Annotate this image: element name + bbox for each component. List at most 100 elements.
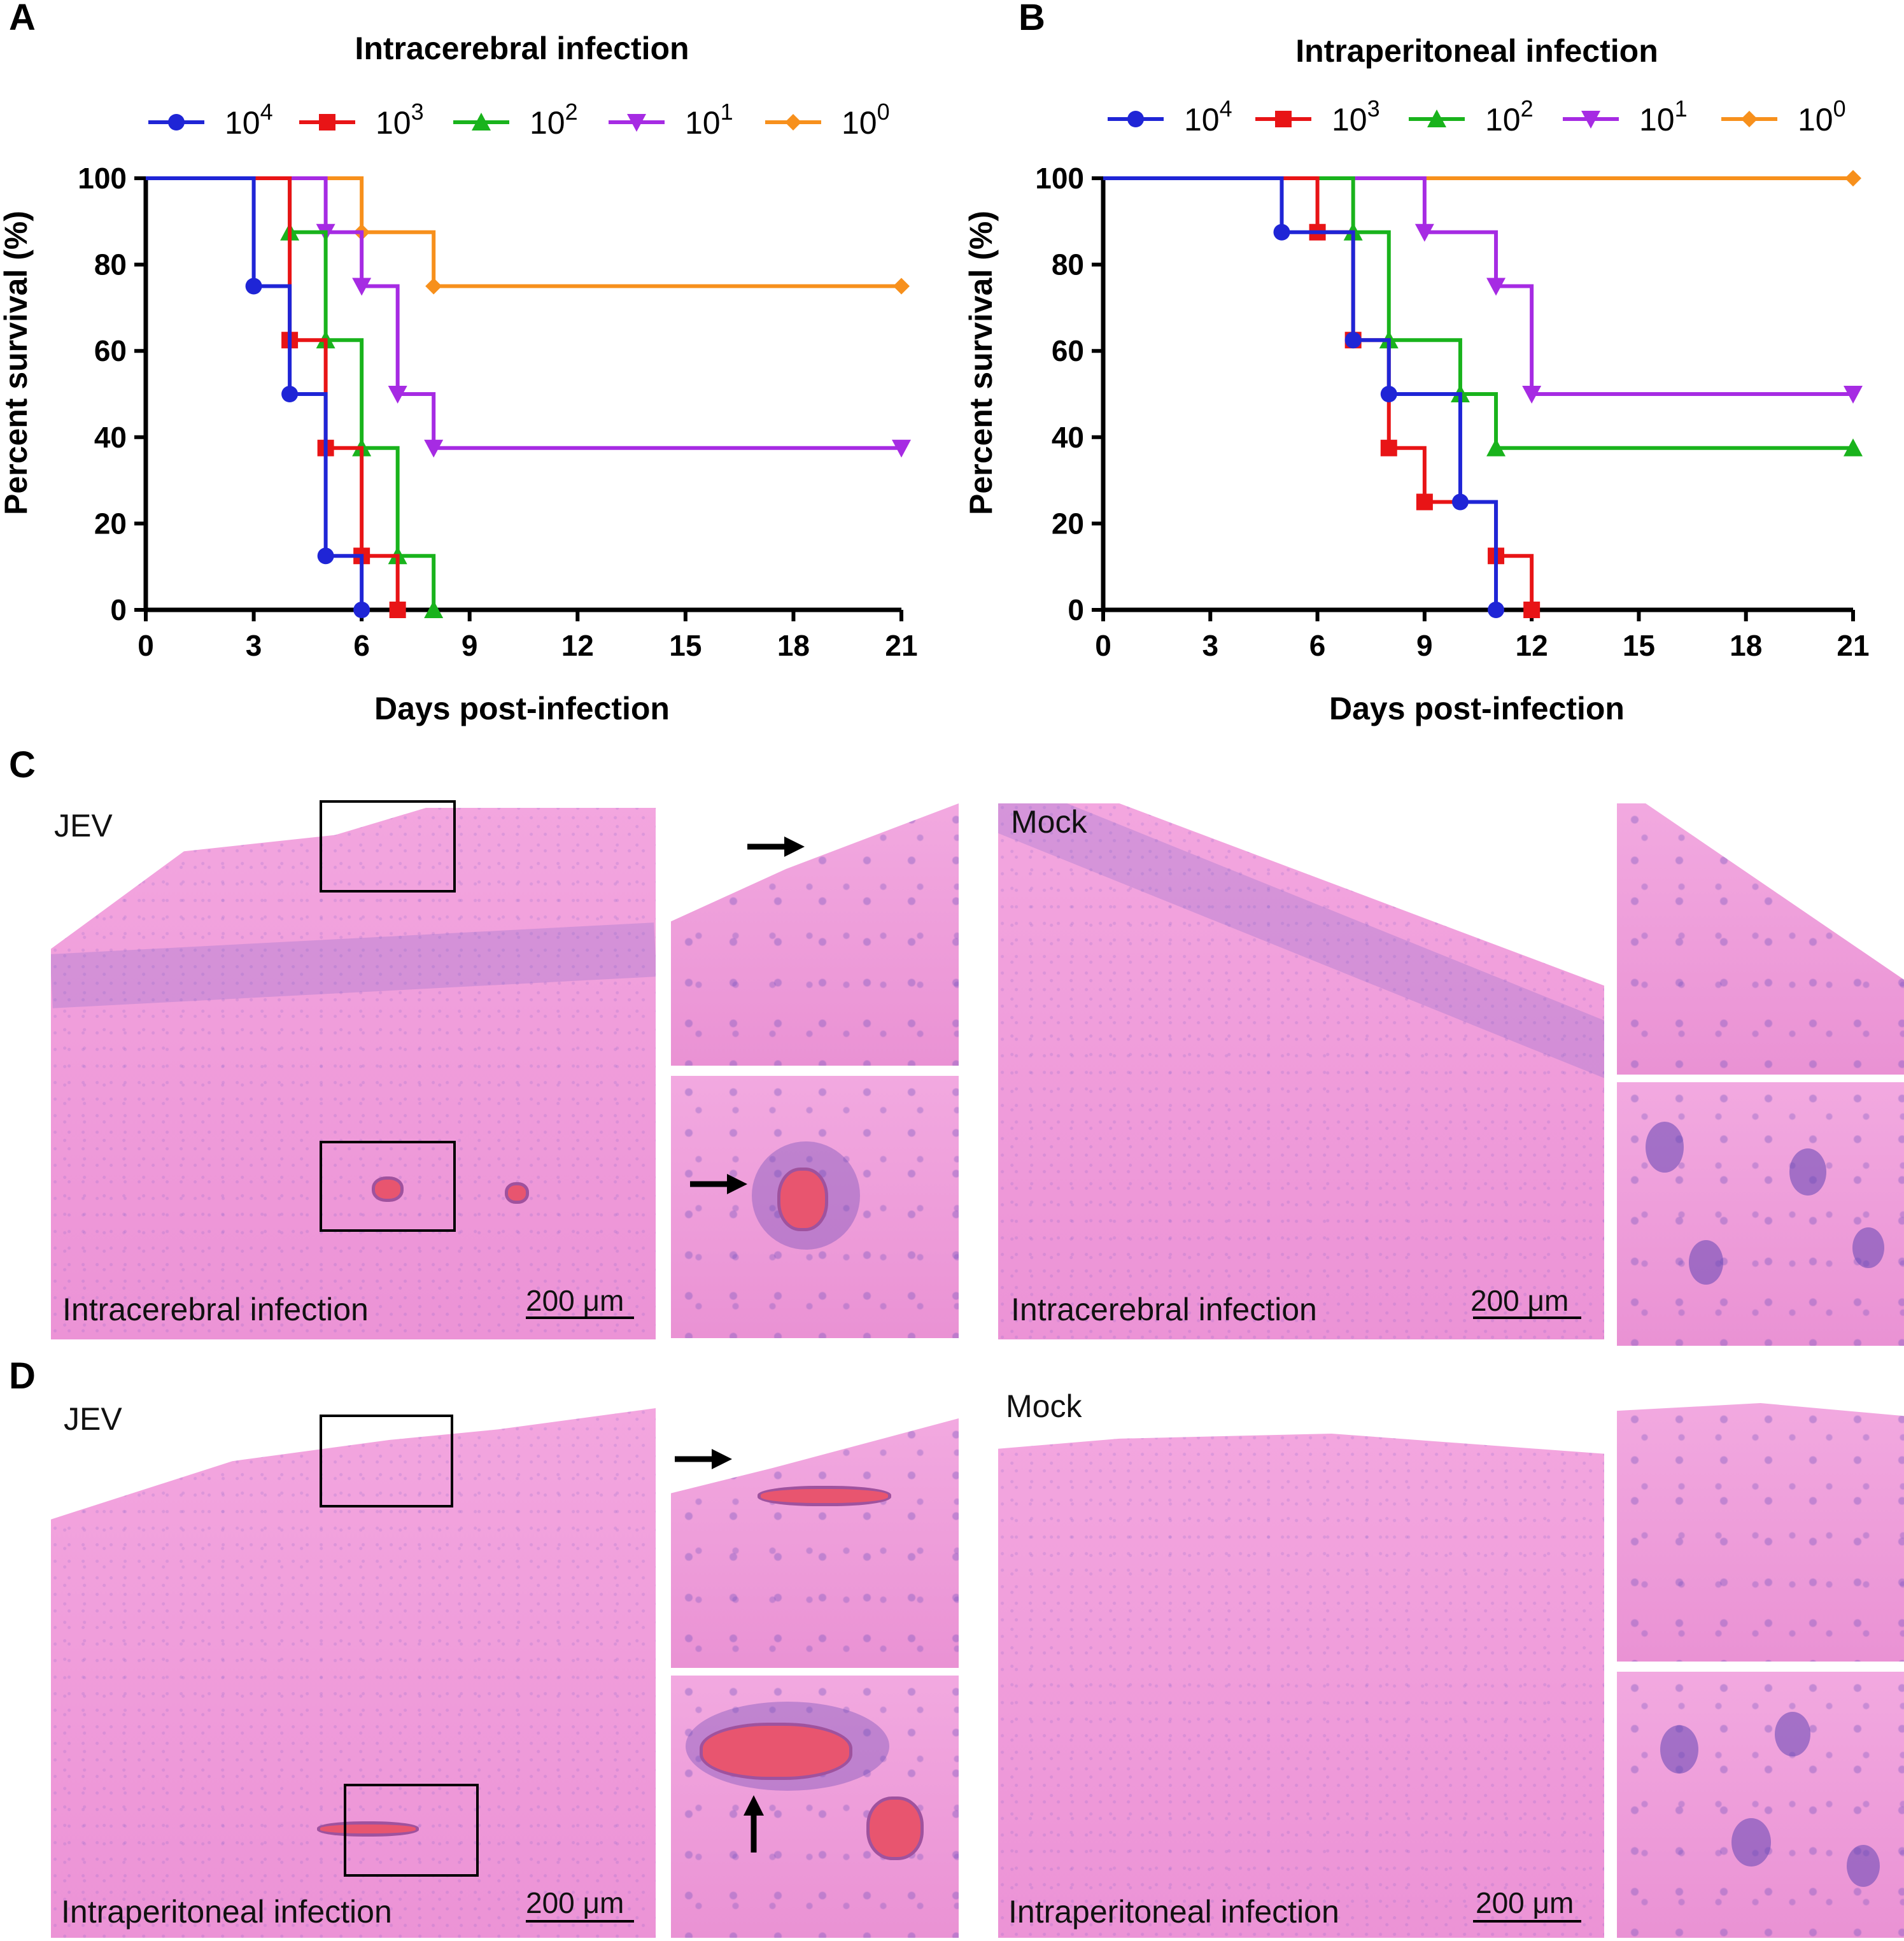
x-tick-label: 18 [1730, 629, 1762, 662]
chart-title: Intraperitoneal infection [1295, 33, 1658, 69]
data-point-3 [1380, 439, 1397, 456]
x-tick-label: 12 [1516, 629, 1548, 662]
legend-marker [1127, 111, 1144, 127]
data-point-1 [1844, 386, 1863, 404]
scale-bar [526, 1316, 634, 1319]
data-point-1 [388, 386, 407, 404]
series-line-2 [1103, 176, 1853, 450]
x-tick-label: 15 [1623, 629, 1655, 662]
legend-marker [472, 113, 491, 131]
x-tick-label: 9 [1416, 629, 1433, 662]
scale-bar [1473, 1316, 1581, 1319]
data-point-3 [1523, 602, 1541, 618]
data-point-4 [317, 547, 334, 565]
label-jev: JEV [54, 808, 113, 843]
panel-label-a: A [9, 0, 36, 38]
y-tick-label: 0 [110, 593, 127, 626]
scale-bar [526, 1920, 634, 1923]
legend-label: 101 [1639, 95, 1688, 138]
data-point-4 [1488, 602, 1505, 618]
x-tick-label: 21 [885, 629, 917, 662]
legend-label: 103 [1332, 95, 1380, 138]
legend-label: 104 [1184, 95, 1232, 138]
x-tick-label: 0 [1095, 629, 1111, 662]
series-line-4 [1103, 176, 1499, 610]
scale-bar-label: 200 μm [1476, 1886, 1574, 1919]
histology-zoom-mock-neurons [1617, 1672, 1904, 1938]
x-tick-label: 6 [353, 629, 370, 662]
histology-zoom-perivascular [671, 1076, 959, 1338]
data-point-2 [1844, 438, 1863, 456]
legend-label: 102 [530, 99, 578, 141]
data-point-4 [1380, 386, 1397, 402]
chart-legend: 104 103 102 101 100 [148, 99, 890, 141]
survival-chart-intracerebral: Intracerebral infection 104 103 102 101 100 … [0, 31, 918, 726]
data-point-4 [353, 602, 370, 618]
label-mock: Mock [1006, 1388, 1082, 1424]
y-tick-label: 100 [1035, 162, 1084, 195]
series-line-1 [1103, 176, 1853, 396]
data-point-4 [1344, 332, 1362, 349]
legend-label: 101 [685, 99, 733, 141]
y-tick-label: 40 [1052, 421, 1084, 454]
histology-jev-intracerebral [51, 808, 656, 1339]
data-point-1 [1486, 278, 1506, 296]
survival-chart-intraperitoneal: Intraperitoneal infection 104 103 102 101 10… [963, 33, 1870, 726]
roi-box-perivascular [320, 1141, 456, 1232]
y-tick-label: 100 [78, 162, 127, 195]
histology-zoom-perivascular [671, 1676, 959, 1938]
y-tick-label: 80 [1052, 248, 1084, 281]
data-point-3 [1416, 493, 1433, 511]
histology-zoom-meninges [671, 1418, 959, 1668]
roi-box-meninges [320, 1415, 453, 1507]
histology-zoom-meninges [671, 803, 959, 1066]
histology-zoom-mock-surface [1617, 1403, 1904, 1662]
y-axis-title: Percent survival (%) [963, 211, 999, 515]
scale-bar [1473, 1920, 1581, 1923]
x-tick-label: 3 [1202, 629, 1218, 662]
arrow-icon [675, 1449, 732, 1469]
panel-label-c: C [9, 744, 36, 786]
legend-label: 104 [225, 99, 273, 141]
roi-box-perivascular [344, 1784, 479, 1877]
y-tick-label: 60 [1052, 334, 1084, 367]
label-jev: JEV [64, 1401, 122, 1437]
legend-marker [1427, 109, 1446, 127]
label-route: Intraperitoneal infection [1008, 1894, 1339, 1930]
legend-label: 100 [1798, 95, 1846, 138]
arrow-icon [747, 836, 805, 857]
legend-marker [1275, 111, 1292, 127]
legend-marker [627, 114, 646, 132]
x-tick-label: 6 [1309, 629, 1326, 662]
y-tick-label: 60 [94, 334, 127, 367]
label-route: Intracerebral infection [62, 1292, 369, 1327]
histology-mock-intracerebral [998, 803, 1604, 1339]
arrow-icon [744, 1795, 764, 1853]
label-route: Intraperitoneal infection [61, 1894, 392, 1930]
x-axis-title: Days post-infection [1329, 691, 1625, 726]
data-point-1 [352, 278, 372, 296]
data-point-1 [1414, 223, 1434, 242]
roi-box-meninges [320, 800, 456, 893]
histology-zoom-mock-surface [1617, 803, 1904, 1075]
series-line-1 [146, 176, 901, 450]
series-line-4 [146, 176, 364, 610]
y-tick-label: 0 [1068, 593, 1084, 626]
data-point-1 [1522, 386, 1542, 404]
x-tick-label: 15 [669, 629, 702, 662]
x-axis-title: Days post-infection [374, 691, 670, 726]
arrow-icon [690, 1174, 747, 1194]
panel-label-d: D [9, 1355, 36, 1397]
legend-marker [168, 114, 185, 131]
chart-legend: 104 103 102 101 100 [1108, 95, 1846, 138]
x-tick-label: 3 [246, 629, 262, 662]
y-tick-label: 20 [1052, 507, 1084, 540]
y-axis-title: Percent survival (%) [0, 211, 34, 515]
label-route: Intracerebral infection [1011, 1292, 1317, 1327]
legend-marker [785, 114, 801, 131]
x-tick-label: 12 [561, 629, 594, 662]
x-tick-label: 9 [462, 629, 478, 662]
x-tick-label: 21 [1837, 629, 1869, 662]
legend-marker [1581, 111, 1600, 129]
series-line-0 [146, 176, 901, 288]
